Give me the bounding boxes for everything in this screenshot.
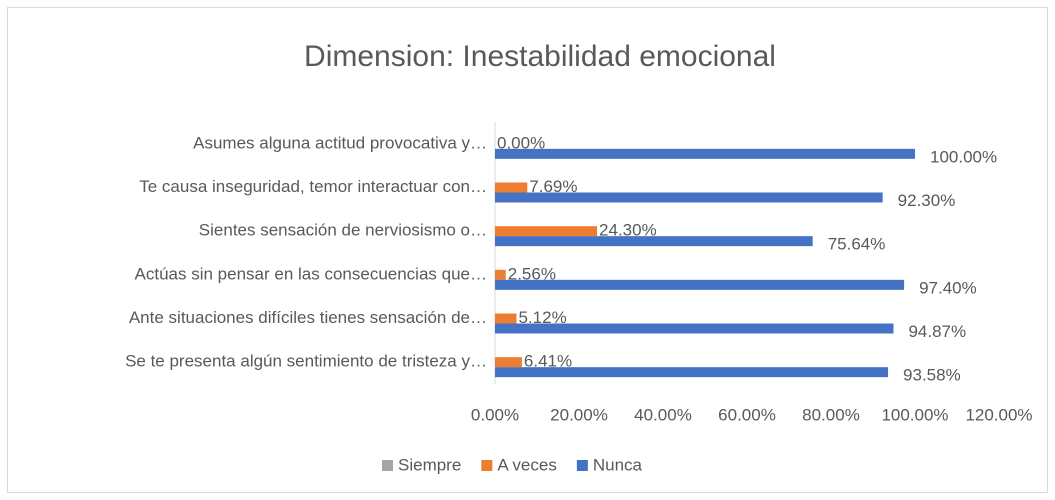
- x-tick-label: 0.00%: [471, 405, 519, 424]
- legend-swatch: [382, 460, 393, 471]
- data-label: 0.00%: [497, 133, 545, 152]
- legend-label: Nunca: [593, 455, 643, 474]
- y-tick-label: Asumes alguna actitud provocativa y…: [193, 133, 487, 152]
- x-tick-label: 40.00%: [634, 405, 692, 424]
- data-label: 93.58%: [903, 366, 961, 385]
- legend-label: A veces: [497, 455, 557, 474]
- data-label: 94.87%: [908, 322, 966, 341]
- bar: [495, 192, 883, 203]
- chart-border: [7, 7, 1048, 493]
- data-label: 7.69%: [529, 177, 577, 196]
- bar: [495, 226, 598, 237]
- x-tick-label: 100.00%: [881, 405, 948, 424]
- bar: [495, 279, 905, 290]
- legend-swatch: [576, 460, 588, 471]
- bar: [495, 269, 506, 280]
- y-tick-label: Ante situaciones difíciles tienes sensac…: [129, 308, 487, 327]
- bar: [495, 148, 915, 159]
- x-tick-label: 80.00%: [802, 405, 860, 424]
- data-label: 24.30%: [599, 221, 657, 240]
- bar: [495, 323, 894, 334]
- x-tick-label: 20.00%: [550, 405, 608, 424]
- data-label: 6.41%: [524, 352, 572, 371]
- data-label: 97.40%: [919, 278, 977, 297]
- data-label: 5.12%: [519, 308, 567, 327]
- bar: [495, 357, 522, 368]
- y-tick-label: Sientes sensación de nerviosismo o…: [199, 221, 487, 240]
- data-label: 100.00%: [930, 147, 997, 166]
- bar: [495, 313, 517, 324]
- legend-swatch: [481, 460, 493, 471]
- chart-title: Dimension: Inestabilidad emocional: [304, 40, 776, 73]
- y-tick-label: Te causa inseguridad, temor interactuar …: [139, 177, 487, 196]
- x-tick-label: 120.00%: [965, 405, 1032, 424]
- bar: [495, 236, 813, 247]
- bar: [495, 367, 889, 378]
- y-tick-label: Se te presenta algún sentimiento de tris…: [125, 352, 487, 371]
- x-tick-label: 60.00%: [718, 405, 776, 424]
- data-label: 92.30%: [898, 191, 956, 210]
- data-label: 75.64%: [828, 235, 886, 254]
- y-tick-label: Actúas sin pensar en las consecuencias q…: [135, 264, 487, 283]
- bar: [495, 182, 528, 193]
- data-label: 2.56%: [508, 264, 556, 283]
- legend-label: Siempre: [398, 455, 461, 474]
